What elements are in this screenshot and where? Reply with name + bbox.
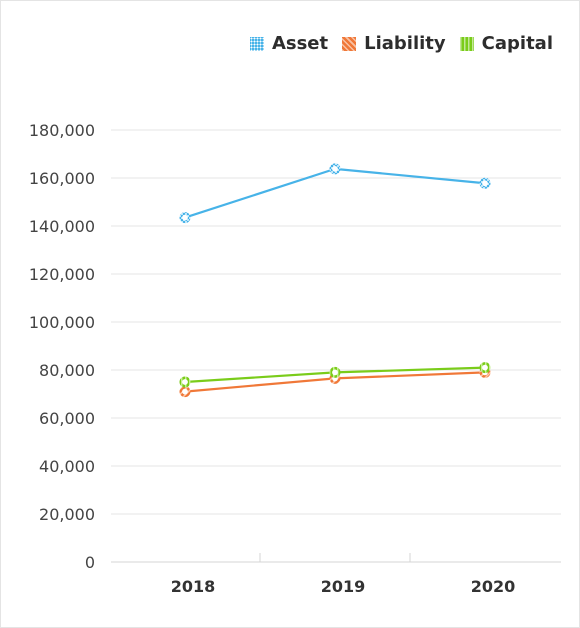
axis-layer: 0 20,000 40,000 60,000 80,000 100,000 120,000 1…: [29, 121, 515, 596]
y-tick-label: 140,000: [29, 217, 95, 236]
x-tick-label: 2019: [321, 577, 366, 596]
y-tick-label: 20,000: [39, 505, 95, 524]
data-point-asset[interactable]: [479, 177, 491, 189]
data-point-liability[interactable]: [179, 386, 191, 398]
legend-swatch-capital: [459, 36, 474, 51]
y-tick-label: 120,000: [29, 265, 95, 284]
x-tick-label: 2018: [171, 577, 216, 596]
legend-item-liability: Liability: [342, 33, 446, 54]
legend-swatch-liability: [342, 36, 357, 51]
data-point-capital[interactable]: [479, 362, 491, 374]
legend-swatch-asset: [249, 36, 264, 51]
y-tick-label: 100,000: [29, 313, 95, 332]
legend: Asset Liability Capital: [249, 33, 553, 54]
data-point-capital[interactable]: [329, 366, 341, 378]
y-tick-label: 80,000: [39, 361, 95, 380]
legend-item-capital: Capital: [459, 33, 553, 54]
series-line-asset: [184, 167, 486, 219]
data-point-asset[interactable]: [179, 212, 191, 224]
y-tick-label: 180,000: [29, 121, 95, 140]
y-tick-label: 60,000: [39, 409, 95, 428]
legend-label-asset: Asset: [271, 33, 329, 54]
y-tick-label: 40,000: [39, 457, 95, 476]
grid-layer: [111, 129, 561, 563]
legend-label-liability: Liability: [364, 33, 446, 54]
y-tick-label: 0: [85, 553, 95, 572]
data-point-capital[interactable]: [179, 376, 191, 388]
legend-label-capital: Capital: [481, 33, 553, 54]
legend-item-asset: Asset: [249, 33, 329, 54]
series-layer: [179, 163, 491, 398]
y-tick-label: 160,000: [29, 169, 95, 188]
data-point-asset[interactable]: [329, 163, 341, 175]
x-tick-label: 2020: [471, 577, 516, 596]
